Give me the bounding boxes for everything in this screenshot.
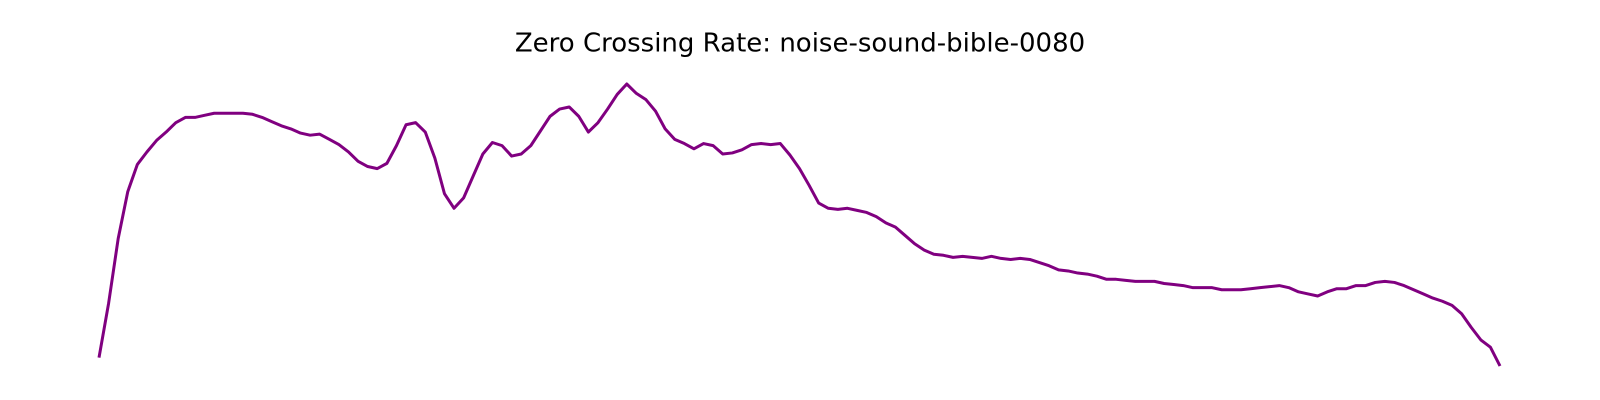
chart-title: Zero Crossing Rate: noise-sound-bible-00… <box>515 29 1085 59</box>
zcr-line <box>97 82 1502 367</box>
